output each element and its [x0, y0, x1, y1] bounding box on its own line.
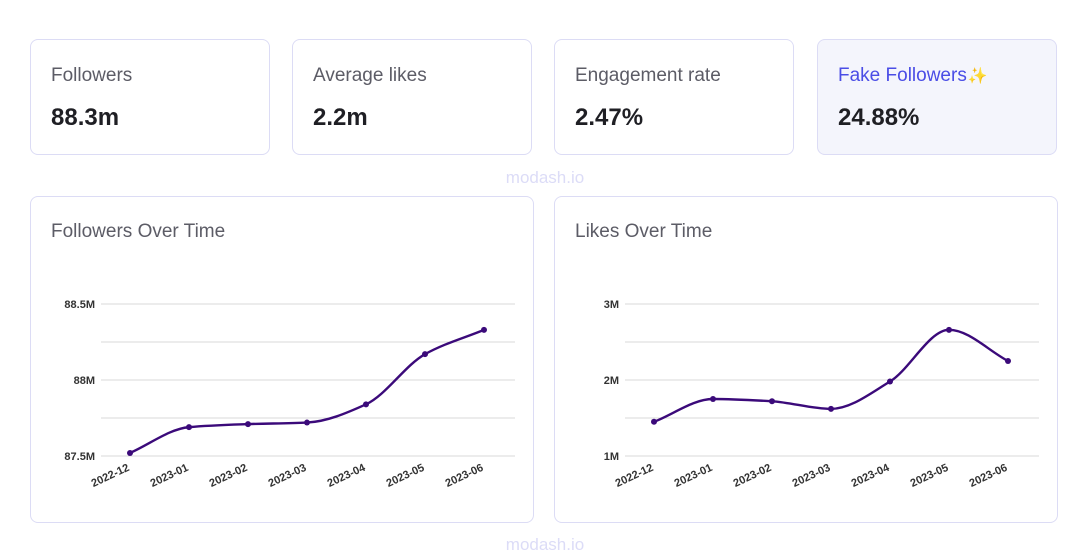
followers-over-time-chart: 87.5M 88M 88.5M 2022-12 2023-01 2023-02 2023-0… — [64, 299, 515, 490]
followers-label: Followers — [51, 65, 133, 86]
followers-chart-data-point[interactable] — [245, 421, 251, 428]
likes-chart-data-point[interactable] — [710, 396, 716, 402]
likes-over-time-card: Likes Over Time 1M 2M 3M 2022-12 2023-01 2023… — [554, 196, 1058, 523]
followers-chart-data-point[interactable] — [127, 449, 133, 456]
followers-chart-xtick-label: 2023-01 — [149, 462, 191, 490]
followers-chart-xtick-label: 2023-03 — [267, 462, 309, 490]
followers-chart-data-point[interactable] — [422, 351, 428, 358]
fake-followers-label-wrap[interactable]: Fake Followers✨ — [838, 65, 988, 87]
followers-chart-title: Followers Over Time — [51, 221, 226, 242]
followers-over-time-card: Followers Over Time 87.5M 88M 88.5M 2022-12… — [30, 196, 534, 523]
followers-value: 88.3m — [51, 104, 120, 131]
fake-followers-value: 24.88% — [838, 104, 920, 131]
fake-followers-card[interactable]: Fake Followers✨ 24.88% — [817, 39, 1057, 155]
average-likes-label: Average likes — [313, 65, 427, 86]
followers-chart-xtick-label: 2023-04 — [326, 461, 368, 489]
followers-chart-xtick-label: 2023-06 — [444, 462, 486, 490]
likes-chart-ytick-label: 3M — [604, 299, 619, 311]
followers-chart-xtick-label: 2023-05 — [385, 462, 427, 490]
likes-chart-xtick-label: 2023-05 — [909, 462, 951, 490]
likes-chart-xtick-label: 2022-12 — [614, 462, 656, 490]
average-likes-value: 2.2m — [313, 104, 368, 131]
likes-chart-data-point[interactable] — [828, 405, 834, 412]
likes-chart-data-point[interactable] — [946, 326, 952, 333]
sparkle-icon: ✨ — [967, 68, 988, 85]
likes-chart-data-point[interactable] — [769, 398, 775, 405]
engagement-rate-label: Engagement rate — [575, 65, 721, 86]
likes-chart-data-point[interactable] — [1005, 358, 1011, 364]
likes-chart-ytick-label: 1M — [604, 451, 619, 463]
followers-chart-data-point[interactable] — [481, 326, 487, 333]
followers-chart-ytick-label: 88M — [74, 375, 95, 387]
followers-chart-xtick-label: 2022-12 — [90, 462, 132, 490]
fake-followers-label[interactable]: Fake Followers — [838, 65, 967, 86]
average-likes-card: Average likes 2.2m — [292, 39, 532, 155]
followers-chart-data-point[interactable] — [186, 424, 192, 431]
followers-card: Followers 88.3m — [30, 39, 270, 155]
likes-chart-xtick-label: 2023-01 — [673, 462, 715, 490]
engagement-rate-card: Engagement rate 2.47% — [554, 39, 794, 155]
likes-chart-data-point[interactable] — [651, 418, 657, 425]
likes-chart-data-point[interactable] — [887, 378, 893, 385]
likes-chart-xtick-label: 2023-02 — [732, 462, 774, 490]
likes-chart-title: Likes Over Time — [575, 221, 713, 242]
followers-chart-ytick-label: 87.5M — [64, 451, 95, 463]
followers-chart-xtick-label: 2023-02 — [208, 462, 250, 490]
likes-chart-xtick-label: 2023-06 — [968, 462, 1010, 490]
engagement-rate-value: 2.47% — [575, 104, 644, 131]
likes-chart-xtick-label: 2023-04 — [850, 461, 892, 489]
watermark-top: modash.io — [505, 168, 585, 187]
likes-chart-xtick-label: 2023-03 — [791, 462, 833, 490]
likes-over-time-chart: 1M 2M 3M 2022-12 2023-01 2023-02 2023-03 2023-0… — [604, 299, 1039, 490]
likes-chart-ytick-label: 2M — [604, 375, 619, 387]
watermark-bottom: modash.io — [505, 535, 585, 554]
followers-chart-data-point[interactable] — [363, 401, 369, 408]
followers-chart-series-line — [128, 328, 486, 455]
followers-chart-data-point[interactable] — [304, 419, 310, 426]
followers-chart-ytick-label: 88.5M — [64, 299, 95, 311]
